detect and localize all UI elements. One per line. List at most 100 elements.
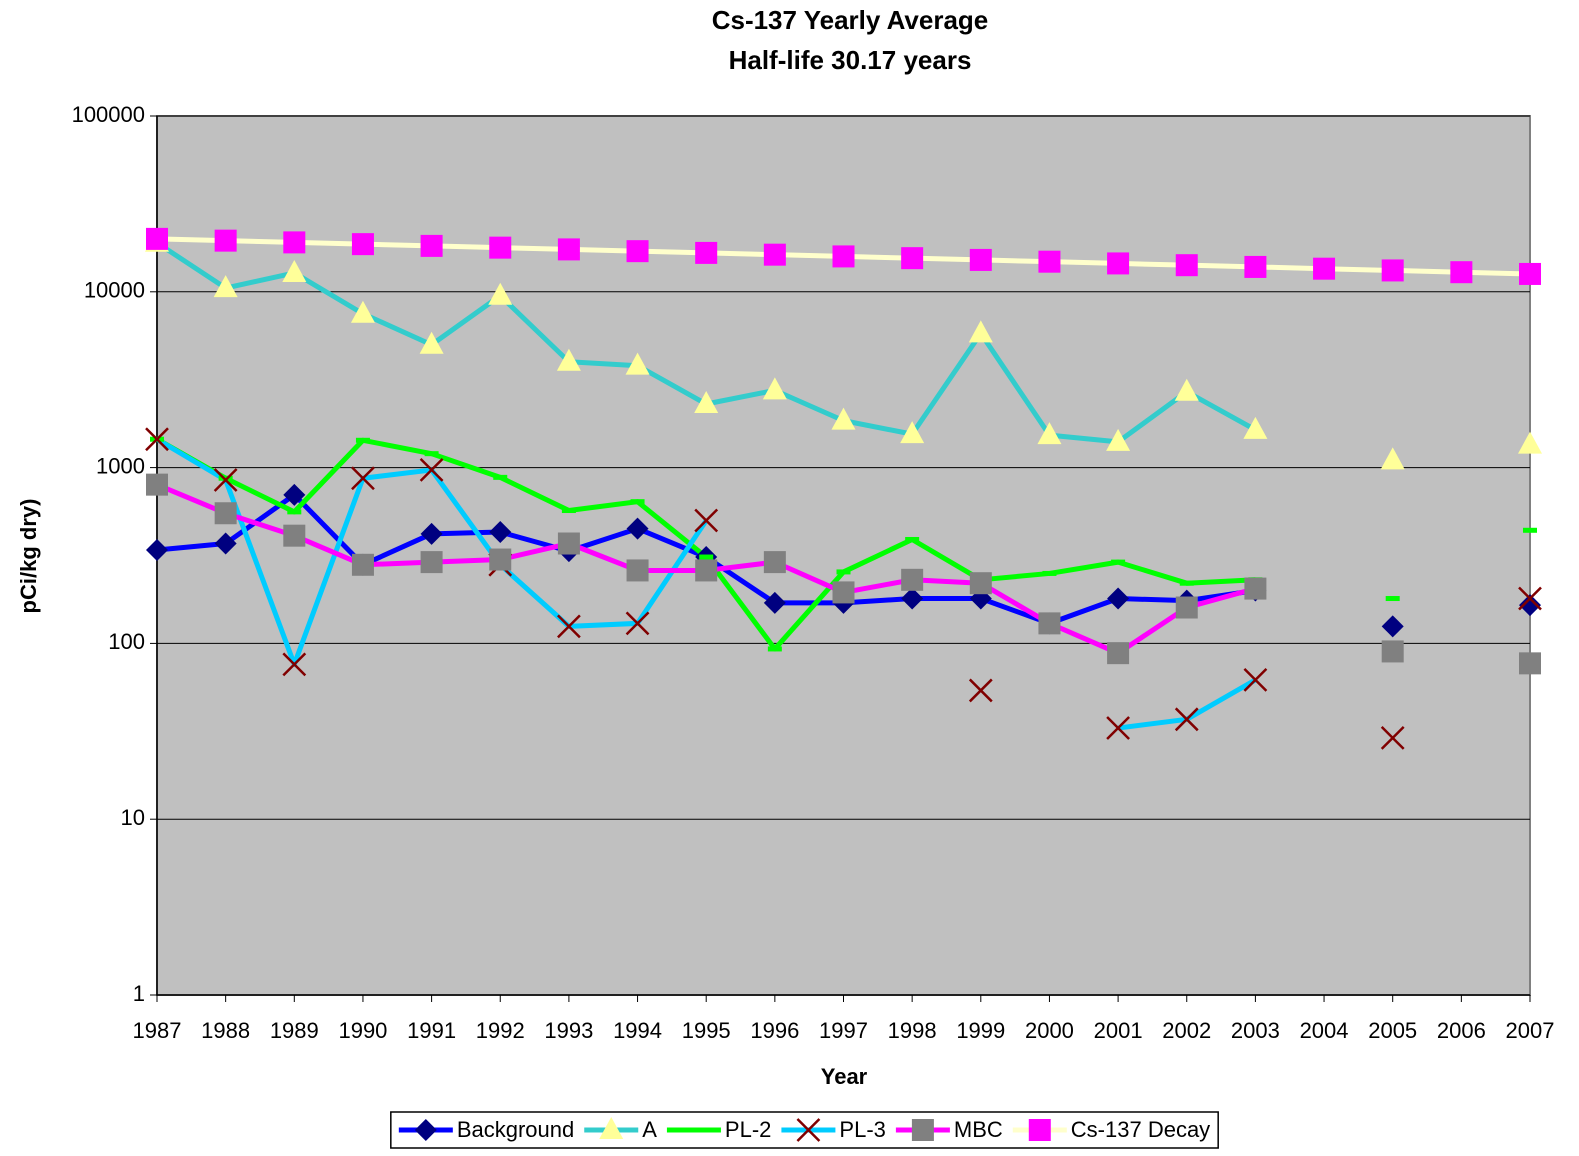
- data-point: [350, 300, 375, 323]
- legend-marker: [414, 1119, 437, 1141]
- legend-label: PL-3: [839, 1117, 885, 1142]
- data-point: [1175, 596, 1198, 619]
- data-point: [145, 427, 169, 452]
- data-point: [1107, 642, 1130, 665]
- x-axis-title: Year: [821, 1064, 868, 1089]
- legend-marker: [686, 1127, 701, 1133]
- data-point: [282, 259, 307, 282]
- legend-label: A: [642, 1117, 657, 1142]
- data-point: [1518, 431, 1542, 454]
- data-point: [1179, 580, 1194, 586]
- data-point: [420, 522, 443, 545]
- x-tick-label: 1994: [613, 1018, 662, 1043]
- data-point: [557, 238, 580, 261]
- data-point: [493, 474, 508, 480]
- data-point: [1519, 262, 1541, 285]
- x-tick-label: 1992: [476, 1018, 525, 1043]
- x-tick-label: 1988: [201, 1018, 250, 1043]
- data-point: [1313, 257, 1336, 280]
- data-point: [556, 348, 581, 371]
- data-point: [489, 521, 512, 544]
- data-point: [419, 458, 444, 482]
- legend-label: MBC: [954, 1117, 1003, 1142]
- x-tick-label: 1995: [682, 1018, 731, 1043]
- data-point: [351, 233, 374, 256]
- data-point: [489, 548, 512, 571]
- data-point: [901, 568, 924, 591]
- data-point: [626, 517, 649, 540]
- data-point: [557, 614, 581, 639]
- data-point: [695, 241, 718, 264]
- data-point: [557, 532, 580, 555]
- data-point: [762, 377, 787, 400]
- x-tick-label: 1989: [270, 1018, 319, 1043]
- data-point: [625, 352, 650, 375]
- data-point: [1174, 378, 1199, 401]
- data-point: [146, 227, 168, 250]
- x-tick-label: 2006: [1437, 1018, 1486, 1043]
- data-point: [695, 559, 718, 582]
- data-point: [283, 483, 306, 506]
- data-point: [1244, 255, 1267, 278]
- x-tick-label: 1998: [888, 1018, 937, 1043]
- x-tick-label: 2002: [1162, 1018, 1211, 1043]
- data-point: [213, 468, 238, 492]
- data-point: [626, 240, 649, 263]
- data-point: [1385, 596, 1400, 602]
- data-point: [969, 572, 992, 595]
- data-point: [282, 652, 307, 677]
- legend: Background A PL-2 PL-3 MBC Cs-137 Decay: [390, 1111, 1219, 1149]
- data-point: [901, 247, 924, 270]
- data-point: [146, 538, 168, 561]
- data-point: [420, 551, 443, 574]
- x-tick-label: 2005: [1368, 1018, 1417, 1043]
- data-point: [694, 391, 719, 414]
- data-point: [969, 248, 992, 271]
- data-point: [283, 524, 306, 547]
- data-point: [968, 678, 993, 703]
- x-tick-label: 2001: [1094, 1018, 1143, 1043]
- y-tick-label: 1000: [96, 453, 145, 478]
- series-markers: [145, 229, 1542, 470]
- data-point: [763, 551, 786, 574]
- x-tick-label: 2007: [1506, 1018, 1555, 1043]
- data-point: [630, 499, 645, 505]
- x-tick-label: 2004: [1300, 1018, 1349, 1043]
- data-point: [1243, 668, 1268, 692]
- data-point: [1042, 570, 1057, 576]
- chart-title: Cs-137 Yearly Average: [712, 5, 989, 35]
- data-point: [836, 569, 851, 575]
- legend-marker: [911, 1119, 934, 1141]
- data-point: [1106, 428, 1131, 451]
- data-point: [214, 502, 237, 525]
- x-tick-label: 2000: [1025, 1018, 1074, 1043]
- data-point: [1380, 726, 1405, 750]
- data-point: [763, 243, 786, 266]
- x-tick-label: 2003: [1231, 1018, 1280, 1043]
- data-point: [1519, 652, 1541, 675]
- data-point: [1111, 559, 1126, 565]
- data-point: [900, 421, 925, 444]
- data-point: [901, 587, 924, 610]
- data-point: [420, 234, 443, 257]
- data-point: [287, 509, 302, 515]
- data-point: [218, 475, 233, 481]
- x-tick-label: 1987: [133, 1018, 182, 1043]
- data-point: [1037, 422, 1062, 445]
- data-point: [626, 559, 649, 582]
- x-tick-label: 1996: [750, 1018, 799, 1043]
- data-point: [831, 407, 856, 430]
- data-point: [1381, 615, 1404, 638]
- data-point: [1243, 416, 1268, 439]
- data-point: [213, 275, 238, 298]
- legend-label: Background: [457, 1117, 574, 1142]
- data-point: [832, 245, 855, 268]
- data-point: [419, 331, 444, 354]
- legend-label: PL-2: [725, 1117, 771, 1142]
- data-point: [832, 581, 855, 604]
- data-point: [351, 553, 374, 576]
- data-point: [488, 282, 513, 305]
- data-point: [968, 320, 993, 343]
- chart-subtitle: Half-life 30.17 years: [729, 45, 972, 75]
- y-tick-label: 10000: [84, 278, 145, 303]
